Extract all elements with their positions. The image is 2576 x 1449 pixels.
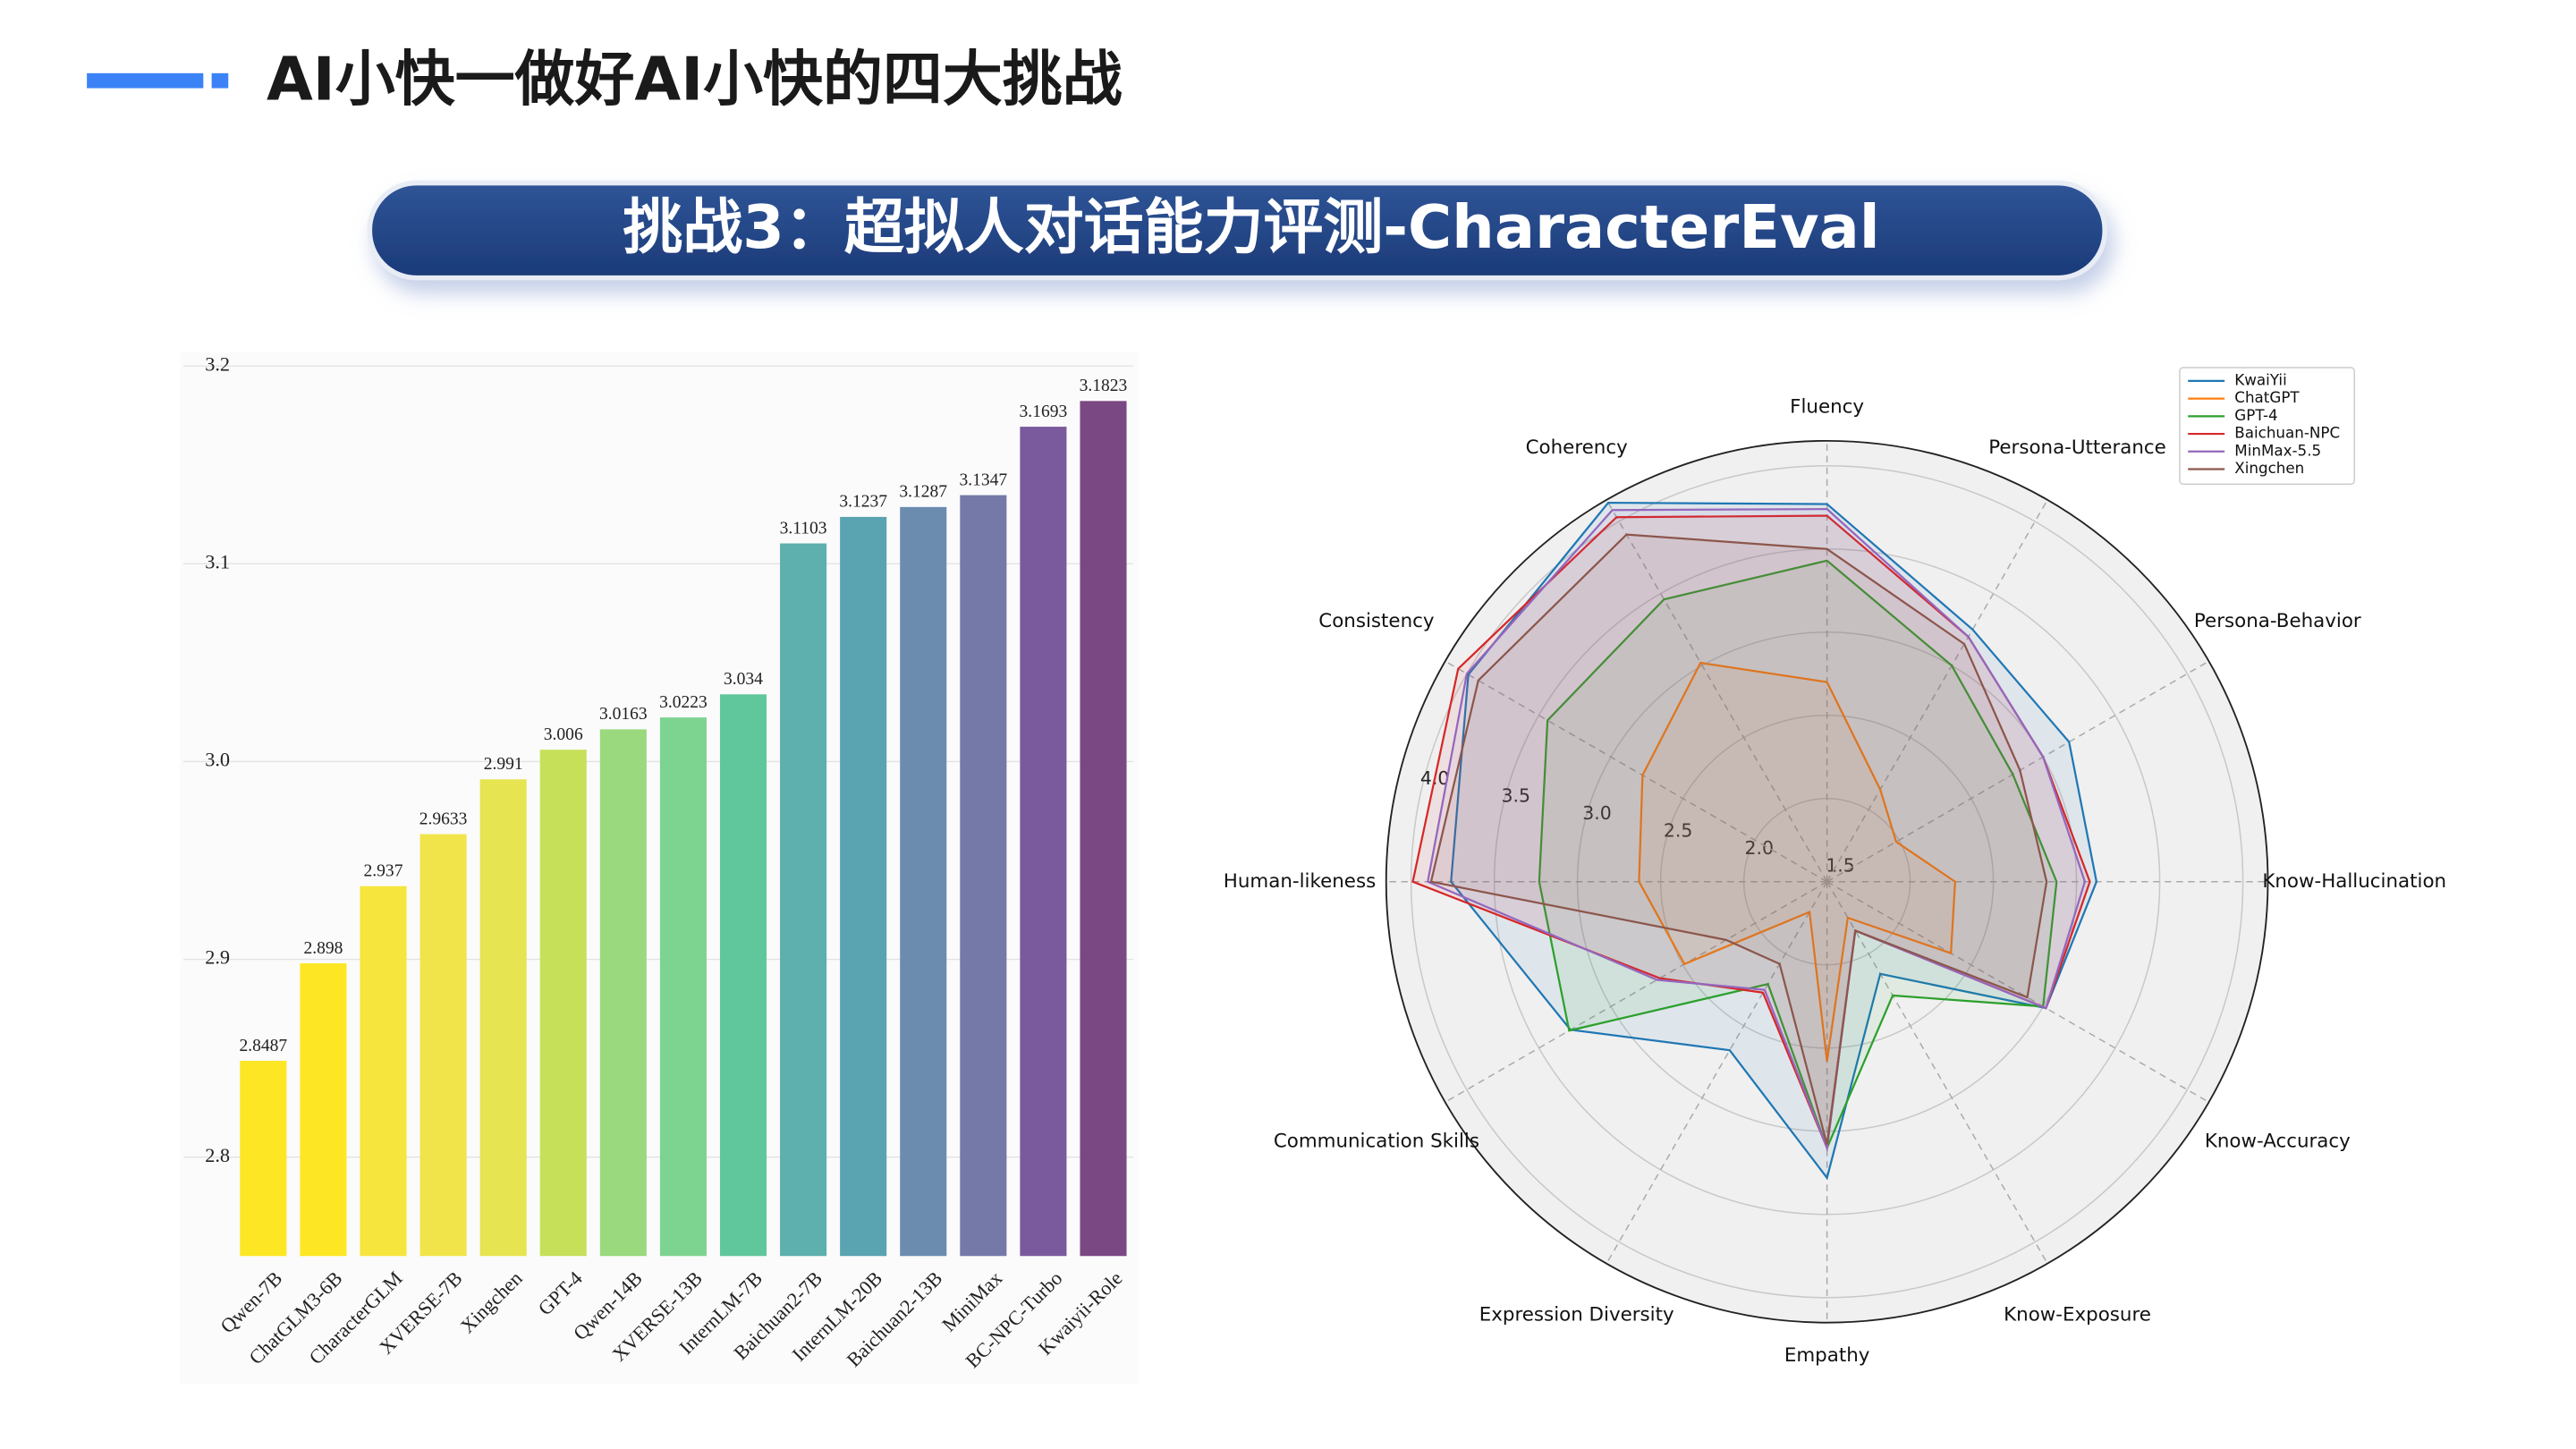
bar [1080, 401, 1127, 1257]
r-tick-label: 3.5 [1502, 784, 1531, 806]
value-label: 3.1103 [780, 519, 827, 538]
value-label: 3.0223 [659, 693, 708, 712]
value-label: 2.937 [364, 862, 403, 881]
spoke [1445, 660, 1827, 883]
value-label: 3.1287 [899, 483, 947, 502]
value-label: 3.0163 [599, 705, 648, 724]
banner [367, 180, 2108, 281]
value-label: 2.9633 [419, 809, 468, 828]
spoke [1606, 499, 1828, 883]
bar [360, 886, 407, 1257]
y-tick-label: 3.2 [205, 352, 230, 375]
y-tick-label: 2.9 [205, 946, 230, 969]
axis-label: Expression Diversity [1479, 1304, 1674, 1326]
axis-label: Coherency [1526, 436, 1628, 459]
bar [719, 694, 767, 1257]
axis-label: Know-Exposure [2004, 1304, 2151, 1326]
r-tick-label: 2.5 [1664, 820, 1693, 842]
value-label: 3.1823 [1080, 377, 1128, 395]
spoke [1826, 881, 2209, 1103]
value-label: 3.1347 [959, 470, 1007, 489]
axis-label: Fluency [1790, 396, 1864, 419]
y-tick-label: 3.0 [205, 749, 230, 771]
page-title: AI小快一做好AI小快的四大挑战 [267, 45, 1123, 114]
accent-square [211, 72, 229, 89]
y-tick-label: 2.8 [205, 1144, 230, 1166]
grid-circle [1410, 465, 2244, 1299]
radar-series [1450, 501, 2098, 1181]
radar-series [1638, 661, 1956, 1062]
value-label: 3.034 [724, 670, 763, 689]
value-label: 2.8487 [240, 1037, 288, 1055]
bar [300, 962, 347, 1257]
spoke [1826, 660, 2209, 883]
axis-label: Communication Skills [1274, 1131, 1479, 1153]
radar-series [1426, 508, 2087, 1152]
spoke [1445, 881, 1827, 1103]
axis-label: Empathy [1784, 1344, 1870, 1367]
bar [840, 516, 887, 1257]
y-tick-label: 3.1 [205, 550, 230, 572]
axis-label: Know-Hallucination [2262, 870, 2446, 893]
legend-label: GPT-4 [2234, 406, 2277, 424]
axis-label: Know-Accuracy [2205, 1131, 2351, 1153]
bar [900, 506, 947, 1257]
bar [1020, 427, 1067, 1257]
legend-box [2179, 367, 2355, 485]
bar [960, 495, 1007, 1257]
value-label: 2.991 [484, 755, 523, 774]
radar-series [1429, 533, 2048, 1145]
spoke [1826, 881, 2048, 1264]
value-label: 3.006 [544, 725, 583, 744]
legend-label: ChatGPT [2234, 388, 2300, 406]
accent-bar [87, 72, 204, 89]
axis-label: Persona-Utterance [1988, 436, 2166, 459]
legend-label: MinMax-5.5 [2234, 441, 2321, 459]
r-tick-label: 2.0 [1745, 837, 1775, 859]
value-label: 3.1237 [839, 493, 887, 512]
legend-label: KwaiYii [2234, 370, 2286, 388]
r-tick-label: 3.0 [1582, 802, 1612, 824]
spoke [1826, 499, 2048, 883]
banner-text: 挑战3：超拟人对话能力评测-CharacterEval [623, 192, 1879, 262]
bar [599, 729, 647, 1257]
legend-label: Xingchen [2234, 459, 2304, 477]
value-label: 3.1693 [1020, 402, 1068, 421]
bar [419, 834, 467, 1257]
bar [539, 750, 587, 1257]
axis-label: Consistency [1318, 610, 1435, 632]
bar [240, 1060, 287, 1257]
bar [479, 779, 527, 1257]
bar [780, 543, 827, 1257]
legend-label: Baichuan-NPC [2234, 424, 2340, 442]
spoke [1606, 881, 1828, 1264]
value-label: 2.898 [303, 939, 343, 958]
axis-label: Human-likeness [1224, 870, 1376, 893]
bar [659, 717, 707, 1257]
axis-label: Persona-Behavior [2194, 610, 2361, 632]
